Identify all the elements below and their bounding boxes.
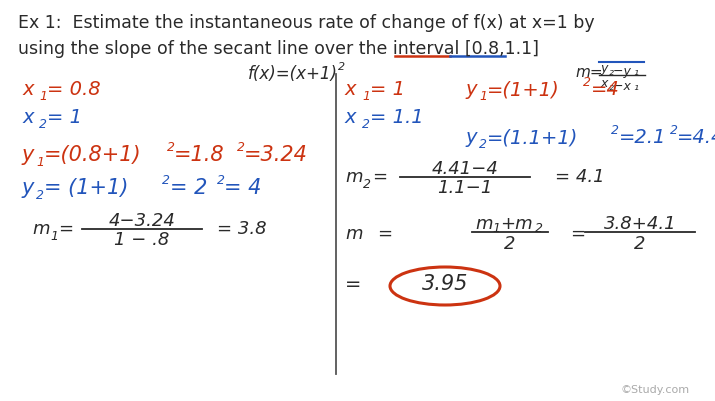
Text: 2: 2 bbox=[237, 141, 245, 154]
Text: = 1: = 1 bbox=[370, 80, 405, 99]
Text: =: = bbox=[372, 168, 387, 186]
Text: y: y bbox=[600, 62, 607, 75]
Text: =: = bbox=[570, 225, 585, 242]
Text: x: x bbox=[345, 108, 357, 127]
Text: 3.8+4.1: 3.8+4.1 bbox=[603, 215, 676, 233]
Text: y: y bbox=[22, 178, 34, 198]
Text: =: = bbox=[377, 225, 392, 242]
Text: m: m bbox=[345, 225, 363, 242]
Text: 2: 2 bbox=[634, 235, 646, 252]
Text: =1.8: =1.8 bbox=[174, 145, 225, 164]
Text: 2: 2 bbox=[338, 62, 345, 72]
Text: = 1.1: = 1.1 bbox=[370, 108, 423, 127]
Text: 2: 2 bbox=[479, 138, 487, 151]
Text: 1: 1 bbox=[492, 221, 500, 235]
Text: =(1.1+1): =(1.1+1) bbox=[487, 128, 578, 147]
Text: 2: 2 bbox=[363, 178, 371, 190]
Text: m: m bbox=[475, 215, 493, 233]
Text: =: = bbox=[345, 274, 361, 293]
Text: +m: +m bbox=[500, 215, 533, 233]
Text: m=: m= bbox=[575, 65, 603, 80]
Text: 2: 2 bbox=[535, 221, 543, 235]
Text: 2: 2 bbox=[217, 174, 225, 186]
Text: 2: 2 bbox=[167, 141, 175, 154]
Text: ₁: ₁ bbox=[633, 80, 638, 93]
Text: = 1: = 1 bbox=[47, 108, 82, 127]
Text: m: m bbox=[32, 219, 49, 237]
Text: 2: 2 bbox=[362, 118, 370, 131]
Text: = 4.1: = 4.1 bbox=[555, 168, 605, 186]
Text: =4.41: =4.41 bbox=[677, 128, 715, 147]
Text: using the slope of the secant line over the interval [0.8,1.1]: using the slope of the secant line over … bbox=[18, 40, 539, 58]
Text: 1.1−1: 1.1−1 bbox=[438, 178, 493, 196]
Text: = 3.8: = 3.8 bbox=[217, 219, 267, 237]
Text: y: y bbox=[465, 128, 476, 147]
Text: y: y bbox=[465, 80, 476, 99]
Text: =2.1: =2.1 bbox=[619, 128, 666, 147]
Text: =: = bbox=[58, 219, 73, 237]
Text: 4−3.24: 4−3.24 bbox=[109, 211, 175, 229]
Text: x: x bbox=[22, 108, 34, 127]
Text: =3.24: =3.24 bbox=[244, 145, 308, 164]
Text: =(0.8+1): =(0.8+1) bbox=[44, 145, 142, 164]
Text: ₁: ₁ bbox=[633, 65, 638, 78]
Text: ₂−y: ₂−y bbox=[609, 65, 632, 78]
Text: 1 − .8: 1 − .8 bbox=[114, 231, 169, 248]
Text: 1: 1 bbox=[50, 229, 58, 242]
Text: Ex 1:  Estimate the instantaneous rate of change of f(x) at x=1 by: Ex 1: Estimate the instantaneous rate of… bbox=[18, 14, 595, 32]
Text: 2: 2 bbox=[162, 174, 170, 186]
Text: =(1+1): =(1+1) bbox=[487, 80, 560, 99]
Text: = 4: = 4 bbox=[224, 178, 262, 198]
Text: 1: 1 bbox=[362, 90, 370, 103]
Text: 2: 2 bbox=[611, 124, 619, 137]
Text: ₂−x: ₂−x bbox=[609, 80, 632, 93]
Text: 2: 2 bbox=[670, 124, 678, 137]
Text: 2: 2 bbox=[583, 76, 591, 89]
Text: 4.41−4: 4.41−4 bbox=[432, 160, 498, 178]
Text: = (1+1): = (1+1) bbox=[44, 178, 129, 198]
Text: 1: 1 bbox=[39, 90, 47, 103]
Text: 3.95: 3.95 bbox=[422, 273, 468, 293]
Text: 2: 2 bbox=[36, 188, 44, 201]
Text: x: x bbox=[600, 77, 607, 90]
Text: m: m bbox=[345, 168, 363, 186]
Text: = 2: = 2 bbox=[170, 178, 207, 198]
Text: f(x)=(x+1): f(x)=(x+1) bbox=[248, 65, 338, 83]
Text: x: x bbox=[22, 80, 34, 99]
Text: =4: =4 bbox=[591, 80, 620, 99]
Text: 1: 1 bbox=[479, 90, 487, 103]
Text: 2: 2 bbox=[504, 235, 516, 252]
Text: 2: 2 bbox=[39, 118, 47, 131]
Text: ©Study.com: ©Study.com bbox=[621, 384, 690, 394]
Text: y: y bbox=[22, 145, 34, 164]
Text: = 0.8: = 0.8 bbox=[47, 80, 101, 99]
Text: x: x bbox=[345, 80, 357, 99]
Text: 1: 1 bbox=[36, 156, 44, 168]
